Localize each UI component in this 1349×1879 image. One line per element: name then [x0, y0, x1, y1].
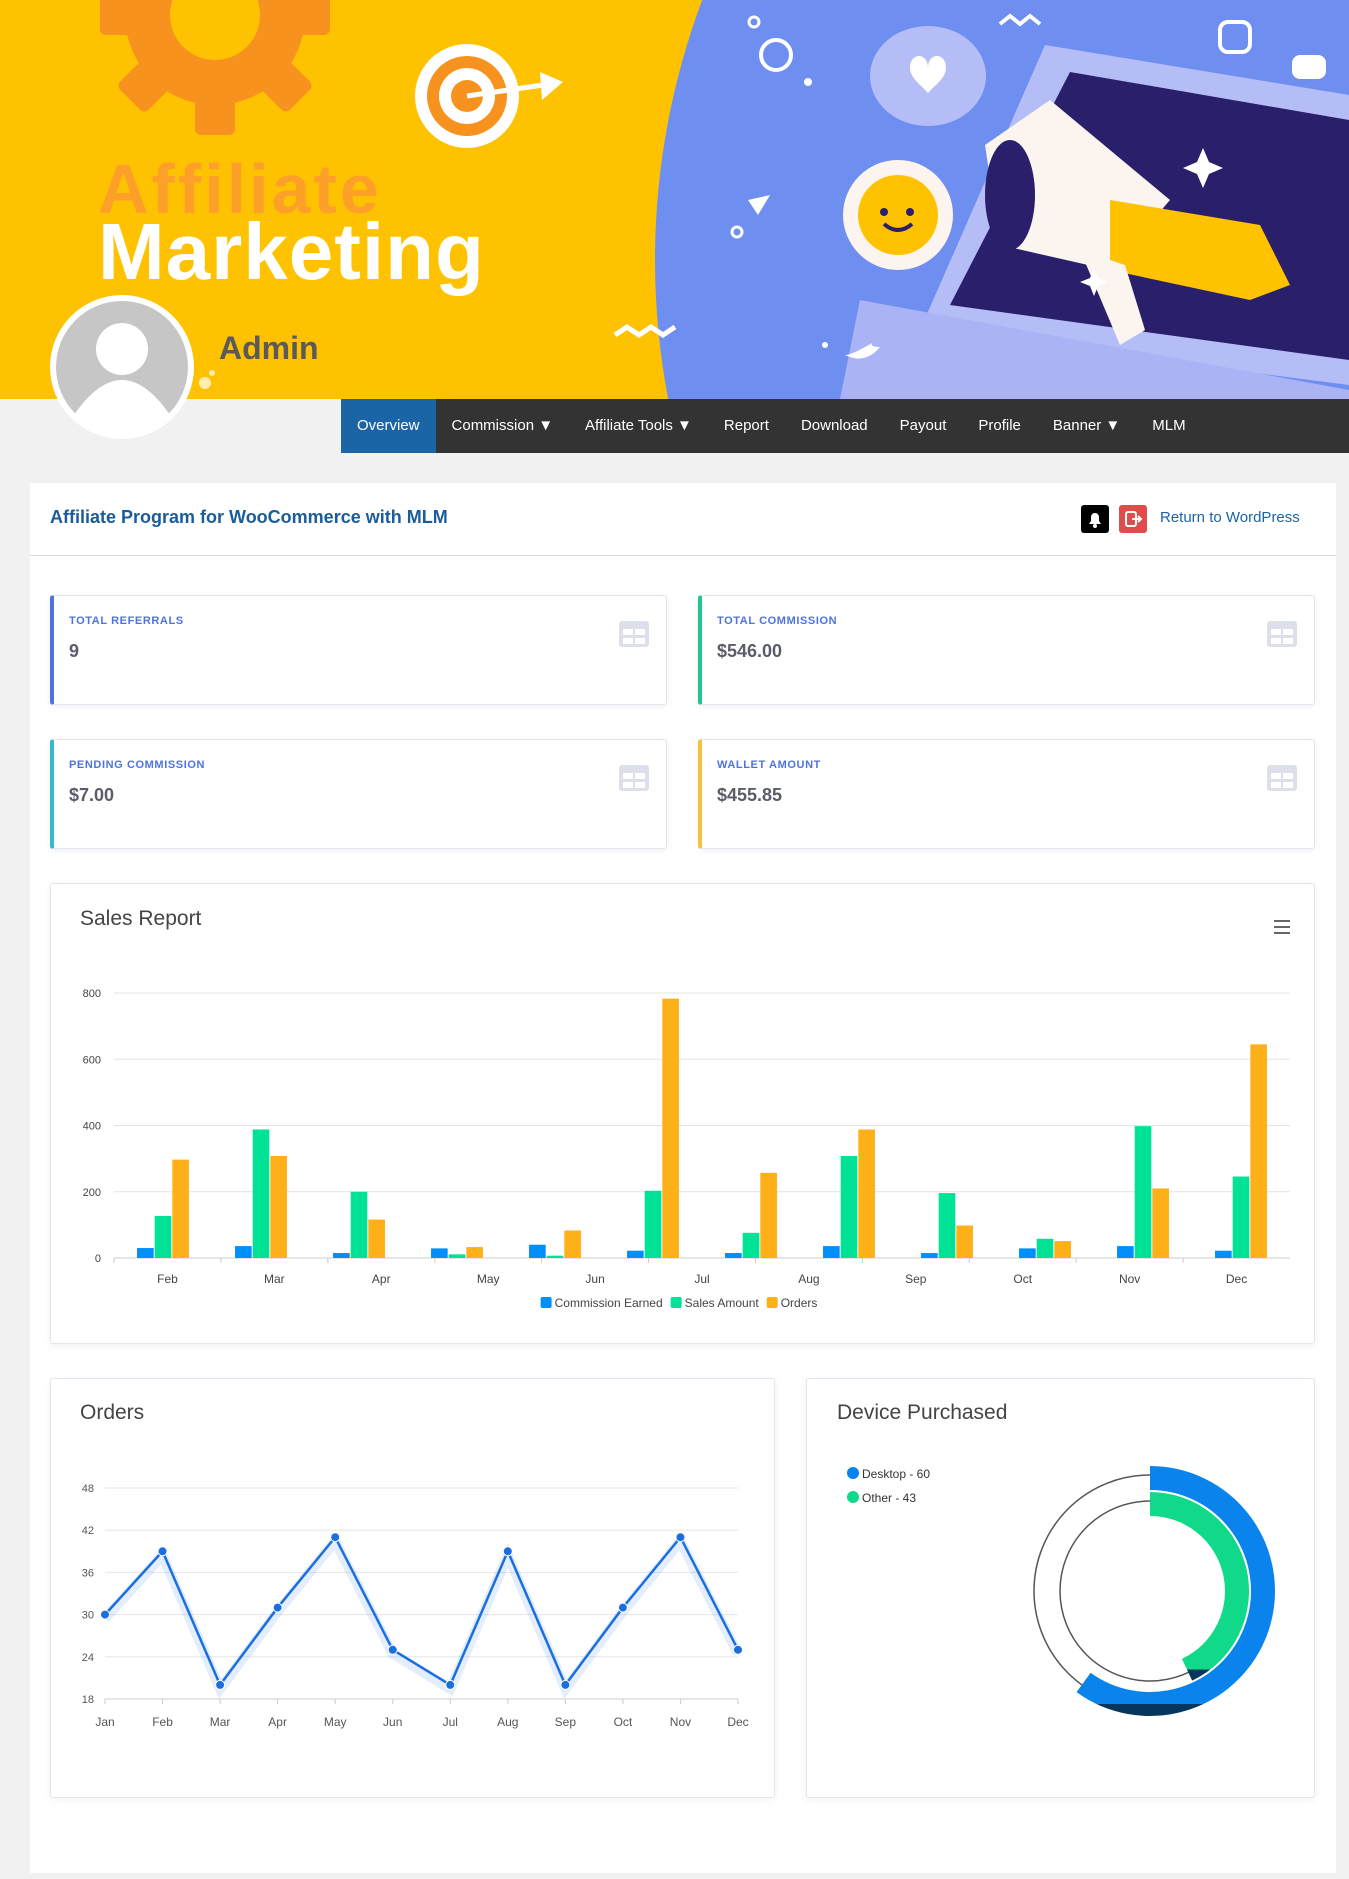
nav-item[interactable]: Payout: [899, 417, 947, 434]
stat-label: PENDING COMMISSION: [69, 759, 206, 771]
stat-value: $546.00: [717, 641, 783, 661]
nav-bar: Overview Commission ▼ Affiliate Tools ▼ Rep…: [341, 399, 1349, 453]
table-icon: [1267, 621, 1297, 647]
nav-item[interactable]: Overview: [341, 399, 436, 453]
stat-icon: [618, 764, 650, 797]
avatar: [50, 295, 194, 439]
table-icon: [619, 765, 649, 791]
sales-card: [50, 883, 1315, 1344]
stat-card: WALLET AMOUNT $455.85: [698, 739, 1315, 849]
divider: [30, 555, 1336, 556]
stat-card: TOTAL COMMISSION $546.00: [698, 595, 1315, 705]
stat-icon: [1266, 764, 1298, 797]
device-card: [806, 1378, 1315, 1798]
nav-item[interactable]: Profile: [978, 417, 1021, 434]
stat-label: WALLET AMOUNT: [717, 759, 821, 771]
nav-item[interactable]: Download: [800, 417, 868, 434]
stat-label: TOTAL COMMISSION: [717, 615, 838, 627]
nav-item[interactable]: Report: [723, 417, 769, 434]
stat-value: $7.00: [69, 785, 115, 805]
banner-text: Marketing: [98, 207, 485, 296]
stat-icon: [1266, 620, 1298, 653]
table-icon: [1267, 765, 1297, 791]
logout-button[interactable]: [1119, 505, 1147, 533]
panel-title: Affiliate Program for WooCommerce with M…: [50, 507, 448, 527]
stat-value: 9: [69, 641, 80, 661]
return-link[interactable]: Return to WordPress: [1160, 509, 1300, 526]
table-icon: [619, 621, 649, 647]
banner-text: Affiliate: [98, 150, 382, 228]
stat-label: TOTAL REFERRALS: [69, 615, 184, 627]
stat-card: PENDING COMMISSION $7.00: [50, 739, 667, 849]
orders-card: [50, 1378, 775, 1798]
stat-value: $455.85: [717, 785, 783, 805]
user-name: Admin: [219, 330, 319, 366]
stat-card: TOTAL REFERRALS 9: [50, 595, 667, 705]
stat-icon: [618, 620, 650, 653]
nav-item[interactable]: Affiliate Tools ▼: [585, 417, 692, 434]
banner: Affiliate Marketing: [0, 0, 1349, 399]
nav-item[interactable]: MLM: [1152, 417, 1186, 434]
nav-item[interactable]: Commission ▼: [451, 417, 554, 434]
bell-button[interactable]: [1081, 505, 1109, 533]
nav-item[interactable]: Banner ▼: [1052, 417, 1121, 434]
